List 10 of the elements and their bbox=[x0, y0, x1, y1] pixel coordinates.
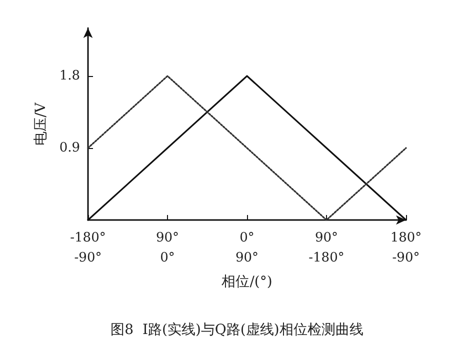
caption: 图8 I路(实线)与Q路(虚线)相位检测曲线 bbox=[110, 322, 364, 338]
x-tick-label: -180° -90° bbox=[70, 230, 106, 266]
y-tick-label: 0.9 bbox=[59, 140, 80, 156]
x-tick-label: 90° 0° bbox=[156, 230, 180, 266]
y-tick-label: 1.8 bbox=[59, 68, 80, 84]
y-axis-title: 电压/V bbox=[33, 102, 49, 146]
x-tick-label: 0° 90° bbox=[235, 230, 259, 266]
x-tick-label: 180° -90° bbox=[390, 230, 422, 266]
x-tick-label: 90° -180° bbox=[308, 230, 344, 266]
x-axis-title: 相位/(°) bbox=[222, 274, 272, 290]
